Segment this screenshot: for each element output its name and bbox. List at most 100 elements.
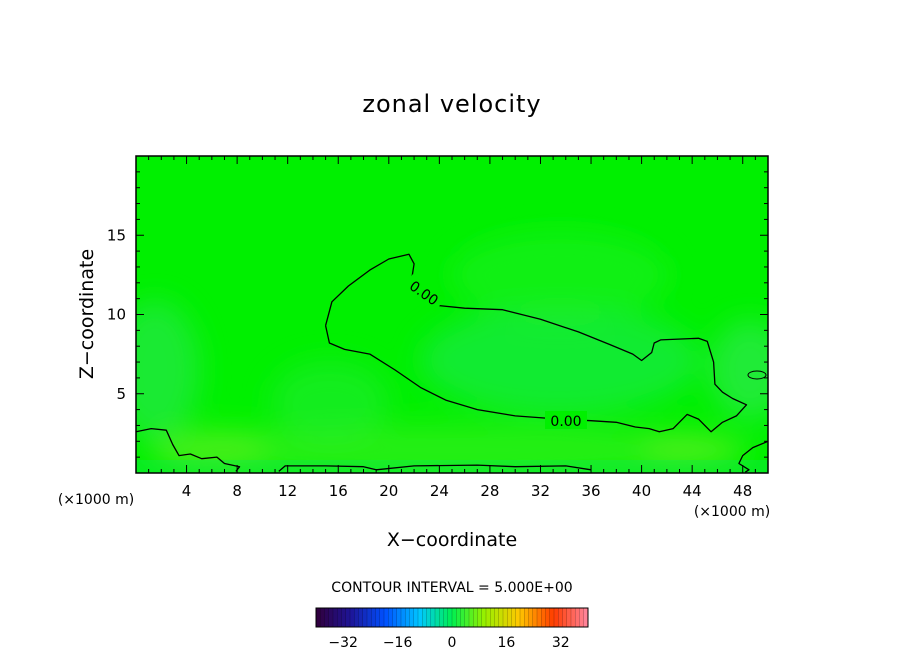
colorbar-swatch bbox=[324, 608, 330, 627]
colorbar-swatch bbox=[426, 608, 432, 627]
y-tick-label: 5 bbox=[116, 385, 126, 403]
x-tick-label: 8 bbox=[232, 482, 242, 500]
y-axis-label: Z−coordinate bbox=[76, 249, 98, 379]
x-axis-ticks: 4 8 12 16 20 24 28 32 36 40 44 48 bbox=[148, 156, 756, 500]
colorbar-swatch bbox=[439, 608, 444, 627]
colorbar-swatch bbox=[464, 608, 470, 627]
x-tick-label: 40 bbox=[632, 482, 651, 500]
colorbar-swatch bbox=[379, 608, 385, 627]
colorbar-swatch bbox=[490, 608, 495, 627]
colorbar-swatch bbox=[541, 608, 546, 627]
colorbar-swatch bbox=[337, 608, 342, 627]
contour-field bbox=[136, 156, 768, 473]
x-tick-label: 48 bbox=[733, 482, 752, 500]
colorbar-swatch bbox=[494, 608, 500, 627]
colorbar-swatch bbox=[418, 608, 423, 627]
x-tick-label: 4 bbox=[182, 482, 192, 500]
colorbar-swatch bbox=[545, 608, 551, 627]
colorbar-swatch bbox=[507, 608, 512, 627]
colorbar-swatch bbox=[350, 608, 355, 627]
colorbar-swatch bbox=[443, 608, 449, 627]
colorbar-swatch bbox=[367, 608, 372, 627]
colorbar-swatch bbox=[532, 608, 538, 627]
colorbar-swatch bbox=[469, 608, 474, 627]
colorbar-swatch bbox=[473, 608, 478, 627]
x-unit-right: (×1000 m) bbox=[694, 504, 770, 520]
colorbar bbox=[315, 607, 589, 628]
colorbar-swatch bbox=[460, 608, 466, 627]
colorbar-swatch bbox=[320, 608, 325, 627]
colorbar-swatch bbox=[401, 608, 406, 627]
x-axis-label: X−coordinate bbox=[387, 529, 517, 551]
colorbar-swatch bbox=[562, 608, 568, 627]
colorbar-swatch bbox=[388, 608, 393, 627]
colorbar-swatch bbox=[537, 608, 542, 627]
colorbar-swatch bbox=[333, 608, 338, 627]
x-tick-label: 36 bbox=[581, 482, 600, 500]
colorbar-swatch bbox=[554, 608, 559, 627]
colorbar-swatch bbox=[452, 608, 457, 627]
colorbar-swatch bbox=[405, 608, 410, 627]
colorbar-swatch bbox=[384, 608, 389, 627]
colorbar-swatch bbox=[456, 608, 461, 627]
colorbar-swatch bbox=[316, 608, 321, 627]
colorbar-swatch bbox=[528, 608, 534, 627]
colorbar-swatch bbox=[430, 608, 436, 627]
colorbar-swatch bbox=[575, 608, 580, 627]
colorbar-tick-label: 32 bbox=[552, 635, 570, 651]
colorbar-swatch bbox=[524, 608, 529, 627]
colorbar-tick-label: 16 bbox=[497, 635, 515, 651]
chart-title: zonal velocity bbox=[362, 90, 541, 118]
x-tick-label: 24 bbox=[430, 482, 449, 500]
colorbar-swatch bbox=[498, 608, 504, 627]
colorbar-swatch bbox=[396, 608, 402, 627]
colorbar-swatch bbox=[341, 608, 347, 627]
x-tick-label: 16 bbox=[329, 482, 348, 500]
colorbar-swatch bbox=[362, 608, 368, 627]
colorbar-swatch bbox=[435, 608, 440, 627]
colorbar-swatch bbox=[511, 608, 517, 627]
colorbar-swatch bbox=[371, 608, 376, 627]
zero-contour-left bbox=[136, 427, 241, 472]
colorbar-swatch bbox=[354, 608, 359, 627]
y-tick-label: 15 bbox=[107, 226, 126, 244]
colorbar-swatch bbox=[422, 608, 427, 627]
zero-contour-right bbox=[738, 440, 768, 473]
colorbar-swatch bbox=[447, 608, 453, 627]
x-tick-label: 32 bbox=[531, 482, 550, 500]
x-unit-left: (×1000 m) bbox=[58, 492, 134, 508]
colorbar-swatch bbox=[520, 608, 525, 627]
colorbar-swatch bbox=[515, 608, 521, 627]
colorbar-swatch bbox=[375, 608, 381, 627]
contour-interval: CONTOUR INTERVAL = 5.000E+00 bbox=[331, 580, 572, 596]
x-tick-label: 12 bbox=[278, 482, 297, 500]
colorbar-swatch bbox=[481, 608, 487, 627]
colorbar-tick-label: −16 bbox=[383, 635, 413, 651]
colorbar-swatch bbox=[358, 608, 364, 627]
colorbar-swatch bbox=[583, 608, 589, 627]
x-tick-label: 44 bbox=[683, 482, 702, 500]
colorbar-swatch bbox=[477, 608, 483, 627]
colorbar-swatch bbox=[409, 608, 415, 627]
colorbar-swatch bbox=[328, 608, 334, 627]
colorbar-swatch bbox=[486, 608, 491, 627]
colorbar-swatch bbox=[392, 608, 398, 627]
x-tick-label: 28 bbox=[480, 482, 499, 500]
y-axis-ticks: 5 10 15 bbox=[107, 171, 768, 458]
colorbar-swatch bbox=[413, 608, 419, 627]
x-tick-label: 20 bbox=[379, 482, 398, 500]
colorbar-swatch bbox=[549, 608, 555, 627]
colorbar-swatch bbox=[566, 608, 572, 627]
colorbar-tick-label: −32 bbox=[328, 635, 358, 651]
colorbar-swatch bbox=[345, 608, 351, 627]
colorbar-tick-labels: −32 −16 0 16 32 bbox=[328, 635, 569, 651]
colorbar-tick-label: 0 bbox=[448, 635, 457, 651]
colorbar-frame bbox=[315, 607, 589, 628]
small-contour-right bbox=[747, 370, 767, 380]
y-tick-label: 10 bbox=[107, 306, 126, 324]
colorbar-swatch bbox=[503, 608, 508, 627]
colorbar-swatch bbox=[579, 608, 585, 627]
contour-label-lower: 0.00 bbox=[550, 414, 581, 430]
colorbar-swatch bbox=[558, 608, 563, 627]
